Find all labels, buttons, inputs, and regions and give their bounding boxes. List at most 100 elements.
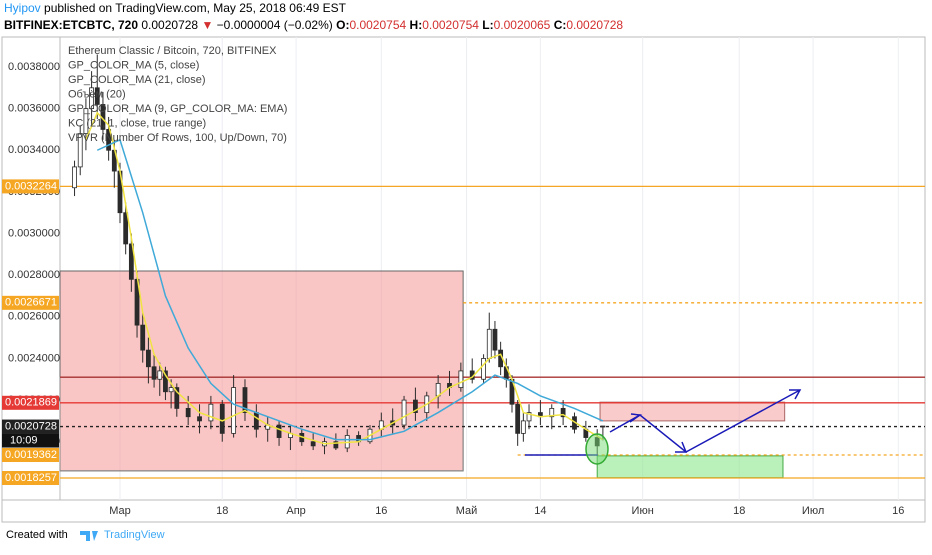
- x-tick-label: 16: [375, 505, 387, 517]
- close: 0.0020728: [566, 18, 623, 32]
- created-with: Created with: [6, 529, 68, 541]
- close-label: C:: [554, 18, 567, 32]
- drawings: [59, 185, 925, 479]
- candle-body: [123, 212, 129, 245]
- y-tick-label: 0.0026000: [8, 311, 60, 323]
- legend-entry: GP_COLOR_MA (5, close): [68, 59, 199, 71]
- price-axis: 0.00200000.00220000.00240000.00260000.00…: [2, 61, 904, 517]
- y-tick-label: 0.0038000: [8, 61, 60, 73]
- candle-body: [197, 416, 202, 422]
- candle-body: [185, 407, 191, 418]
- x-tick-label: Июн: [632, 505, 654, 517]
- candle-body: [515, 403, 521, 434]
- price-badge-label: 0.0020728: [5, 420, 57, 432]
- legend-entry: GP_COLOR_MA (21, close): [68, 74, 206, 86]
- footer: Created with TradingView: [6, 529, 165, 541]
- price-badge: [2, 447, 59, 462]
- author[interactable]: Hyipov: [4, 1, 41, 15]
- x-tick-label: Июл: [802, 505, 824, 517]
- candle-body: [140, 324, 146, 351]
- y-tick-label: 0.0030000: [8, 227, 60, 239]
- legend-entry: KC (21, 1, close, true range): [68, 117, 206, 129]
- countdown: 10:09: [10, 434, 38, 446]
- candle-body: [174, 387, 180, 409]
- x-tick-label: 16: [892, 505, 904, 517]
- symbol-line: BITFINEX:ETCBTC, 720 0.0020728 ▼ −0.0000…: [4, 18, 623, 32]
- candle-body: [94, 87, 100, 105]
- price-badge: [2, 419, 59, 434]
- x-tick-label: Мар: [109, 505, 131, 517]
- change: −0.0000004 (−0.02%): [217, 18, 333, 32]
- x-tick-label: Май: [456, 505, 478, 517]
- open: 0.0020754: [349, 18, 406, 32]
- zone-rect: [59, 270, 464, 472]
- legend-entry: VPVR (Number Of Rows, 100, Up/Down, 70): [68, 132, 287, 144]
- chart-title: Ethereum Classic / Bitcoin, 720, BITFINE…: [68, 45, 277, 57]
- price-badge: [2, 395, 59, 410]
- legend: Ethereum Classic / Bitcoin, 720, BITFINE…: [68, 45, 287, 144]
- price-badge: [2, 179, 59, 194]
- candle-body: [163, 370, 168, 393]
- chart-frame: [1, 36, 926, 523]
- price-badge: [2, 295, 59, 310]
- low: 0.0020065: [494, 18, 551, 32]
- forecast-path: [609, 389, 801, 453]
- logo: [80, 531, 98, 541]
- arrow-head: [789, 389, 802, 400]
- y-tick-label: 0.0024000: [8, 352, 60, 364]
- candle-body: [72, 166, 77, 189]
- high: 0.0020754: [422, 18, 479, 32]
- candle-body: [481, 358, 486, 380]
- candle-body: [151, 366, 157, 380]
- candle-body: [145, 349, 151, 368]
- candle-body: [231, 387, 237, 434]
- annotations: [525, 389, 802, 465]
- candle-body: [549, 407, 555, 418]
- low-label: L:: [482, 18, 493, 32]
- x-tick-label: 18: [733, 505, 745, 517]
- candle-body: [128, 243, 134, 280]
- candle-body: [401, 399, 407, 426]
- candle-body: [492, 328, 498, 351]
- candle-body: [157, 370, 163, 380]
- zone-rect: [596, 455, 784, 479]
- candle-body: [310, 441, 316, 447]
- candle-body: [486, 328, 492, 359]
- price-badge-label: 0.0026671: [5, 297, 57, 309]
- candle-body: [106, 129, 112, 151]
- arrow-head: [675, 441, 688, 453]
- price-badge-label: 0.0018257: [5, 472, 57, 484]
- candle-body: [276, 424, 282, 438]
- arrow-head: [629, 413, 643, 423]
- last: 0.0020728: [141, 18, 198, 32]
- y-tick-label: 0.0036000: [8, 103, 60, 115]
- price-badge: [2, 470, 59, 485]
- symbol: BITFINEX:ETCBTC, 720: [4, 18, 138, 32]
- price-badge-label: 0.0021869: [5, 397, 57, 409]
- candle-body: [77, 133, 83, 168]
- candle-body: [83, 108, 89, 134]
- zone-rect: [599, 401, 786, 422]
- x-tick-label: 18: [216, 505, 228, 517]
- candle-body: [89, 87, 94, 110]
- open-label: O:: [336, 18, 349, 32]
- candle-body: [600, 425, 606, 428]
- y-tick-label: 0.0034000: [8, 144, 60, 156]
- price-badge-label: 0.0032264: [5, 180, 57, 192]
- candle-body: [208, 403, 214, 422]
- candle-body: [168, 387, 174, 393]
- candle-body: [219, 403, 225, 434]
- publish-line: Hyipov published on TradingView.com, May…: [4, 1, 347, 15]
- brand[interactable]: TradingView: [104, 529, 165, 541]
- ma-line: [96, 138, 604, 441]
- ma-lines: [85, 111, 604, 445]
- legend-entry: GP_COLOR_MA (9, GP_COLOR_MA: EMA): [68, 103, 287, 115]
- price-badge-label: 0.0019362: [5, 449, 57, 461]
- published: published on TradingView.com, May 25, 20…: [44, 1, 347, 15]
- highlight-ellipse: [585, 433, 609, 465]
- arrow: ▼: [201, 18, 213, 32]
- candle-body: [526, 412, 532, 422]
- candle-body: [458, 370, 464, 388]
- candle-body: [413, 399, 418, 413]
